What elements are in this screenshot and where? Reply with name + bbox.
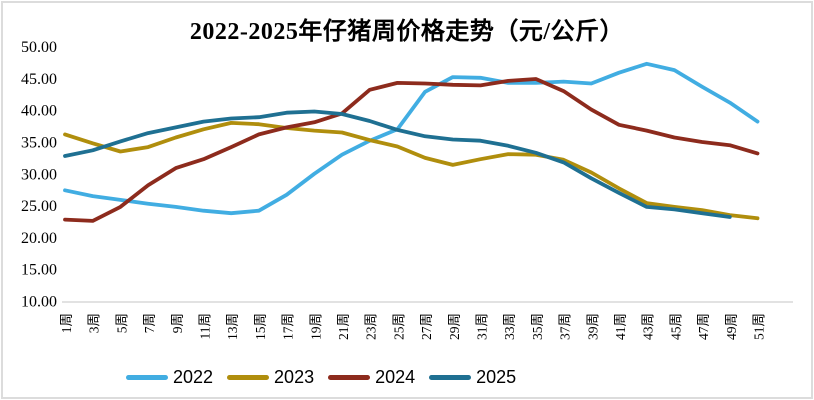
x-axis-tick-label: 23周 — [364, 313, 379, 340]
x-axis-tick-label: 47周 — [696, 313, 711, 340]
x-axis-tick-label: 43周 — [641, 313, 656, 340]
y-axis-tick-label: 10.00 — [21, 294, 57, 311]
series-line-2023 — [63, 121, 760, 221]
x-axis-tick-label: 29周 — [447, 313, 462, 340]
series-line-2024 — [63, 77, 760, 223]
x-axis-tick-label: 35周 — [530, 313, 545, 340]
x-axis-tick-label: 9周 — [170, 313, 185, 333]
series-line-2022 — [63, 61, 760, 216]
x-axis-tick-label: 3周 — [87, 313, 102, 333]
x-axis-tick-label: 15周 — [253, 313, 268, 340]
legend-label-2025: 2025 — [476, 367, 517, 387]
y-axis-tick-label: 40.00 — [21, 103, 57, 120]
x-axis-tick-label: 5周 — [114, 313, 129, 333]
x-axis-tick-label: 49周 — [724, 313, 739, 340]
legend-label-2022: 2022 — [173, 367, 214, 387]
legend-item-2024: 2024 — [328, 367, 415, 388]
x-axis-tick-label: 21周 — [336, 313, 351, 340]
x-axis-tick-label: 11周 — [198, 313, 213, 340]
y-axis-tick-label: 25.00 — [21, 198, 57, 215]
x-axis-tick-label: 19周 — [308, 313, 323, 340]
x-axis-tick-label: 51周 — [752, 313, 767, 340]
x-axis-tick-label: 27周 — [419, 313, 434, 340]
legend-item-2025: 2025 — [429, 367, 516, 388]
legend-swatch-2024 — [328, 375, 371, 380]
x-axis-tick-label: 33周 — [502, 313, 517, 340]
legend-swatch-2023 — [227, 375, 270, 380]
series-line-2025 — [63, 109, 732, 219]
x-axis-tick-label: 7周 — [142, 313, 157, 333]
y-axis-tick-label: 45.00 — [21, 71, 57, 88]
x-axis-tick-label: 41周 — [613, 313, 628, 340]
y-axis-tick-label: 30.00 — [21, 166, 57, 183]
y-axis-tick-label: 35.00 — [21, 135, 57, 152]
x-axis-tick-label: 13周 — [225, 313, 240, 340]
legend-label-2023: 2023 — [274, 367, 315, 387]
legend-label-2024: 2024 — [375, 367, 416, 387]
x-axis-tick-label: 17周 — [281, 313, 296, 340]
legend-item-2022: 2022 — [126, 367, 213, 388]
x-axis-tick-label: 39周 — [585, 313, 600, 340]
x-axis-tick-label: 45周 — [668, 313, 683, 340]
legend-swatch-2025 — [429, 375, 472, 380]
y-axis-tick-label: 15.00 — [21, 262, 57, 279]
legend-item-2023: 2023 — [227, 367, 314, 388]
x-axis-tick-label: 31周 — [475, 313, 490, 340]
legend-swatch-2022 — [126, 375, 168, 380]
x-axis-tick-label: 1周 — [59, 313, 74, 333]
x-axis-tick-label: 37周 — [558, 313, 573, 340]
chart-legend: 2022 2023 2024 2025 — [126, 367, 516, 388]
x-axis-tick-label: 25周 — [391, 313, 406, 340]
y-axis-tick-label: 50.00 — [21, 39, 57, 56]
y-axis-tick-label: 20.00 — [21, 230, 57, 247]
chart-title: 2022-2025年仔猪周价格走势（元/公斤） — [189, 19, 625, 45]
